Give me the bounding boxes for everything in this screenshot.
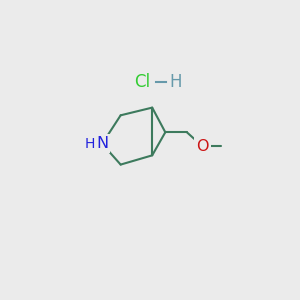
Text: H: H <box>169 73 182 91</box>
Text: O: O <box>196 139 208 154</box>
Text: Cl: Cl <box>134 73 151 91</box>
Text: H: H <box>85 137 95 151</box>
Text: N: N <box>96 136 108 151</box>
